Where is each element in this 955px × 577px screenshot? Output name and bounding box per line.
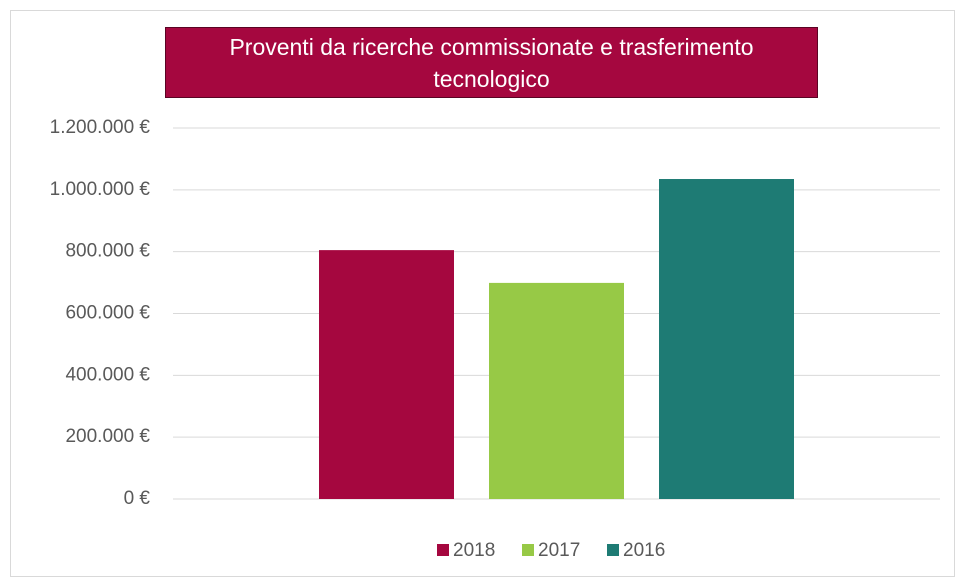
bar [489,282,624,499]
y-tick-label: 200.000 € [65,426,150,447]
legend-swatch [607,544,619,556]
bar [319,250,454,499]
y-tick-label: 0 € [124,488,151,509]
y-tick-label: 400.000 € [65,364,150,385]
legend-label: 2018 [453,540,495,561]
chart-title: Proventi da ricerche commissionate e tra… [165,27,818,98]
legend-swatch [522,544,534,556]
legend-swatch [437,544,449,556]
bar [659,179,794,499]
chart-border [10,10,955,577]
y-tick-label: 1.200.000 € [50,117,151,138]
y-tick-label: 600.000 € [65,303,150,324]
legend-label: 2016 [623,540,665,561]
y-tick-label: 800.000 € [65,241,150,262]
legend-label: 2017 [538,540,580,561]
y-tick-label: 1.000.000 € [50,179,151,200]
